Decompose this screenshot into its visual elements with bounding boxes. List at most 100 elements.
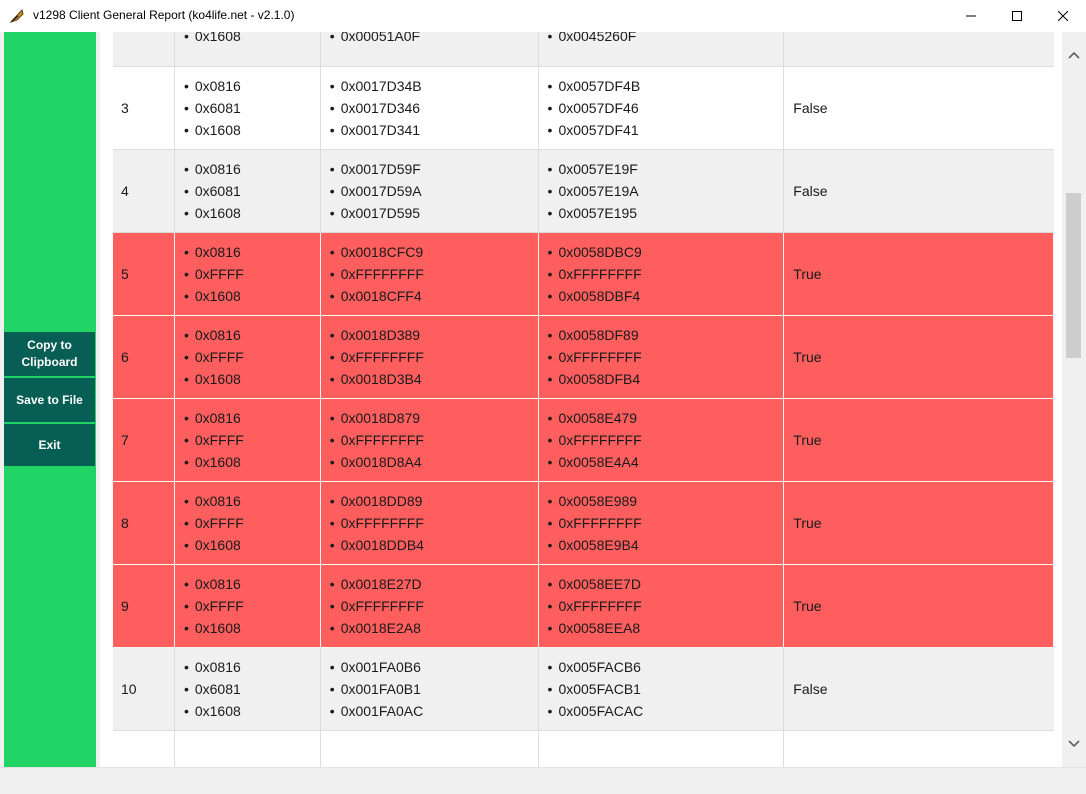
copy-to-clipboard-button[interactable]: Copy to Clipboard — [4, 332, 95, 376]
list-item: 0x0058EE7D — [548, 573, 642, 595]
result-cell — [784, 731, 1054, 767]
scroll-up-icon[interactable] — [1068, 50, 1080, 60]
list-item: 0xFFFFFFFF — [548, 512, 641, 534]
table-row: 20x60810x1608 0x00051A140x00051A0F 0x00452… — [113, 32, 1054, 67]
list-item: 0x0057DF41 — [548, 119, 641, 141]
address-cell-a: 0x08160x60810x1608 — [175, 67, 321, 149]
close-icon — [1058, 11, 1068, 21]
address-cell-c: 0x0058DBC90xFFFFFFFF0x0058DBF4 — [539, 233, 785, 315]
address-cell-a: 0x08160xFFFF0x1608 — [175, 482, 321, 564]
result-cell: True — [784, 399, 1054, 481]
address-cell-a: 0x08160x60810x1608 — [175, 150, 321, 232]
list-item: 0x0018D879 — [330, 407, 424, 429]
list-item: 0x6081 — [184, 97, 241, 119]
address-list: 0x08160xFFFF0x1608 — [175, 490, 244, 556]
result-cell: False — [793, 681, 828, 697]
list-item: 0x0057E195 — [548, 202, 639, 224]
list-item: 0xFFFF — [184, 429, 244, 451]
close-button[interactable] — [1040, 0, 1086, 32]
list-item: 0x0816 — [184, 75, 241, 97]
scrollbar-thumb[interactable] — [1066, 193, 1081, 358]
list-item: 0x1608 — [184, 119, 241, 141]
list-item: 0x0017D59F — [330, 158, 422, 180]
status-bar — [0, 767, 1086, 794]
list-item: 0x0018DDB4 — [330, 534, 424, 556]
address-list: 0x0058DBC90xFFFFFFFF0x0058DBF4 — [539, 241, 642, 307]
list-item: 0x0058E479 — [548, 407, 642, 429]
scroll-down-icon[interactable] — [1068, 739, 1080, 749]
address-cell-c: 0x004526140x0045260F — [539, 32, 785, 66]
address-cell-b: 0x0018E27D0xFFFFFFFF0x0018E2A8 — [321, 565, 539, 647]
table-row: 70x08160xFFFF0x16080x0018D8790xFFFFFFFF0… — [113, 399, 1054, 482]
address-list: 0x08160xFFFF0x1608 — [175, 241, 244, 307]
list-item: 0x0058DBC9 — [548, 241, 641, 263]
result-cell: False — [793, 100, 828, 116]
result-cell: False — [793, 183, 828, 199]
address-cell-c: 0x0058E4790xFFFFFFFF0x0058E4A4 — [539, 399, 785, 481]
list-item: 0x0816 — [184, 241, 244, 263]
list-item: 0x1608 — [184, 32, 241, 47]
address-cell-a: 0x08160xFFFF0x1608 — [175, 316, 321, 398]
row-index: 6 — [113, 316, 175, 398]
result-cell: True — [784, 482, 1054, 564]
address-cell-c: 0x005FACB60x005FACB10x005FACAC — [539, 648, 785, 730]
address-cell-c: 0x0057DF4B0x0057DF460x0057DF41 — [539, 67, 785, 149]
row-index — [113, 731, 175, 767]
list-item: 0x0058EEA8 — [548, 617, 642, 639]
list-item: 0xFFFFFFFF — [330, 429, 424, 451]
address-list: 0x0816 — [175, 761, 241, 767]
address-list: 0x001FA0B60x001FA0B10x001FA0AC — [321, 656, 424, 722]
maximize-button[interactable] — [994, 0, 1040, 32]
address-list: 0x001FF12F — [321, 761, 420, 767]
list-item: 0x1608 — [184, 700, 241, 722]
table-row: 60x08160xFFFF0x16080x0018D3890xFFFFFFFF0… — [113, 316, 1054, 399]
row-index: 10 — [113, 648, 175, 730]
list-item: 0x6081 — [184, 180, 241, 202]
address-list: 0x0057E19F0x0057E19A0x0057E195 — [539, 158, 639, 224]
save-to-file-button[interactable]: Save to File — [4, 378, 95, 422]
sidebar: Copy to Clipboard Save to File Exit — [4, 32, 96, 767]
list-item: 0xFFFF — [184, 595, 244, 617]
list-item: 0x0018D3B4 — [330, 368, 424, 390]
list-item: 0x005FACB6 — [548, 656, 644, 678]
row-index: 3 — [113, 67, 175, 149]
address-cell-a: 0x0816 — [175, 731, 321, 767]
list-item: 0x001FA0B6 — [330, 656, 423, 678]
result-cell: False — [784, 32, 1054, 66]
row-index: 7 — [113, 399, 175, 481]
table-row: 80x08160xFFFF0x16080x0018DD890xFFFFFFFF0… — [113, 482, 1054, 565]
list-item: 0x1608 — [184, 285, 244, 307]
table-row: 100x08160x60810x16080x001FA0B60x001FA0B1… — [113, 648, 1054, 731]
list-item: 0x0816 — [184, 158, 241, 180]
list-item: 0x00051A0F — [330, 32, 420, 47]
table-row: 90x08160xFFFF0x16080x0018E27D0xFFFFFFFF0… — [113, 565, 1054, 648]
result-cell: True — [784, 233, 1054, 315]
list-item: 0x0018D8A4 — [330, 451, 424, 473]
list-item: 0x005FACAC — [548, 700, 643, 722]
address-cell-a: 0x08160xFFFF0x1608 — [175, 233, 321, 315]
list-item: 0xFFFF — [184, 512, 244, 534]
address-list: 0x005FACB60x005FACB10x005FACAC — [539, 656, 644, 722]
list-item: 0x0018DD89 — [330, 490, 424, 512]
list-item: 0x0816 — [184, 573, 244, 595]
list-item: 0x0058DBF4 — [548, 285, 642, 307]
row-index: 5 — [113, 233, 175, 315]
list-item: 0x1608 — [184, 202, 241, 224]
exit-button[interactable]: Exit — [4, 424, 95, 466]
list-item: 0x001FF12F — [330, 761, 420, 767]
list-item: 0x0816 — [184, 324, 244, 346]
row-index: 2 — [113, 32, 175, 66]
list-item: 0x1608 — [184, 368, 244, 390]
list-item: 0x0816 — [184, 407, 244, 429]
row-index: 9 — [113, 565, 175, 647]
vertical-scrollbar[interactable] — [1063, 32, 1085, 767]
address-list: 0x60810x1608 — [175, 32, 241, 47]
address-list: 0x0018E27D0xFFFFFFFF0x0018E2A8 — [321, 573, 424, 639]
report-view[interactable]: 20x60810x16080x00051A140x00051A0F0x00452… — [100, 32, 1062, 767]
address-cell-a: 0x08160xFFFF0x1608 — [175, 565, 321, 647]
address-cell-a: 0x08160x60810x1608 — [175, 648, 321, 730]
address-cell-c: 0x0058EE7D0xFFFFFFFF0x0058EEA8 — [539, 565, 785, 647]
address-cell-c: 0x0058DF890xFFFFFFFF0x0058DFB4 — [539, 316, 785, 398]
table-row: 40x08160x60810x16080x0017D59F0x0017D59A0… — [113, 150, 1054, 233]
minimize-button[interactable] — [948, 0, 994, 32]
